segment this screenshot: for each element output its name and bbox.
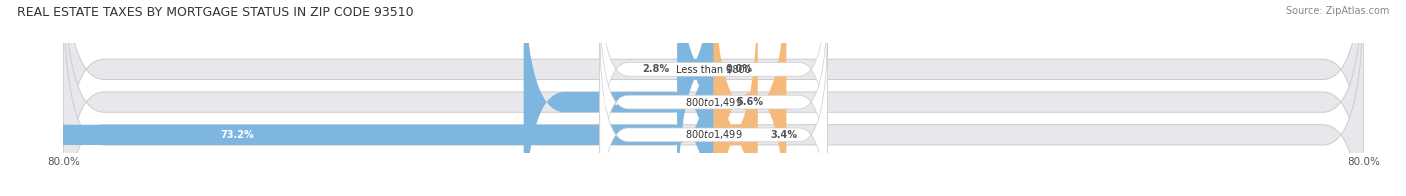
Text: 0.0%: 0.0% (725, 64, 752, 74)
Text: 3.4%: 3.4% (770, 130, 797, 140)
Text: 2.8%: 2.8% (643, 64, 669, 74)
FancyBboxPatch shape (63, 0, 1364, 196)
Text: $800 to $1,499: $800 to $1,499 (685, 96, 742, 109)
FancyBboxPatch shape (600, 0, 827, 177)
FancyBboxPatch shape (600, 27, 827, 196)
FancyBboxPatch shape (523, 0, 713, 196)
Text: 14.6%: 14.6% (602, 97, 636, 107)
Text: REAL ESTATE TAXES BY MORTGAGE STATUS IN ZIP CODE 93510: REAL ESTATE TAXES BY MORTGAGE STATUS IN … (17, 6, 413, 19)
FancyBboxPatch shape (673, 0, 718, 196)
Text: 73.2%: 73.2% (221, 130, 254, 140)
FancyBboxPatch shape (63, 0, 1364, 196)
Text: Less than $800: Less than $800 (676, 64, 751, 74)
Text: 5.6%: 5.6% (737, 97, 763, 107)
FancyBboxPatch shape (600, 0, 827, 196)
FancyBboxPatch shape (713, 0, 786, 196)
FancyBboxPatch shape (63, 0, 1364, 196)
FancyBboxPatch shape (713, 0, 758, 196)
FancyBboxPatch shape (0, 0, 713, 196)
Text: $800 to $1,499: $800 to $1,499 (685, 128, 742, 141)
Text: Source: ZipAtlas.com: Source: ZipAtlas.com (1285, 6, 1389, 16)
